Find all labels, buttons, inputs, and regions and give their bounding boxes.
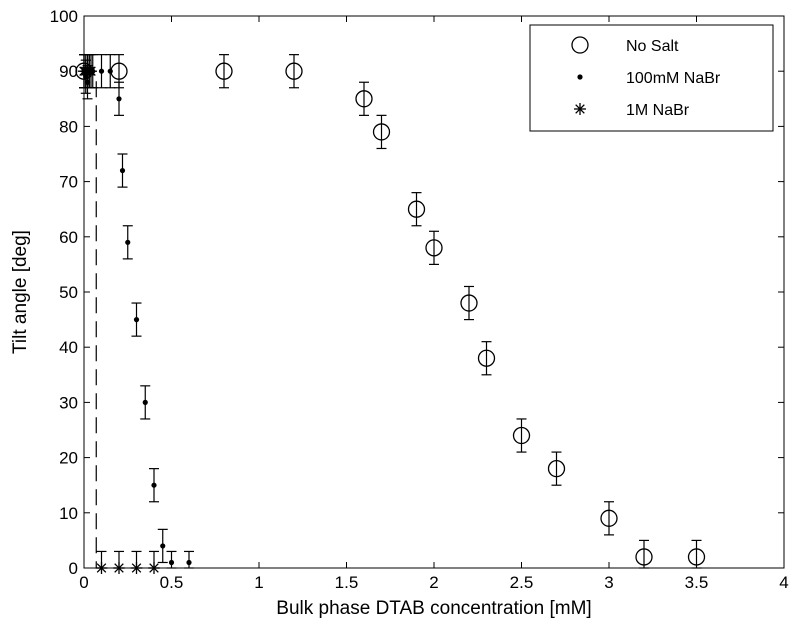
data-point xyxy=(186,559,192,566)
data-point xyxy=(133,317,140,323)
x-tick-label: 2.5 xyxy=(510,573,534,592)
legend-marker xyxy=(571,36,589,54)
data-point xyxy=(285,62,303,80)
legend: No Salt 100mM NaBr 1M NaBr xyxy=(529,24,774,132)
data-point xyxy=(372,123,391,141)
data-point xyxy=(119,167,126,174)
x-axis-label: Bulk phase DTAB concentration [mM] xyxy=(276,598,591,619)
data-point xyxy=(547,459,566,478)
data-point xyxy=(160,543,166,549)
legend-label: 100mM NaBr xyxy=(626,70,721,87)
data-point xyxy=(355,90,373,108)
x-tick-label: 1 xyxy=(254,573,263,592)
plot-area xyxy=(75,54,706,574)
x-tick-label: 1.5 xyxy=(335,573,359,592)
data-point xyxy=(635,548,653,566)
y-tick-label: 70 xyxy=(59,173,78,192)
x-tick-label: 3 xyxy=(604,573,613,592)
data-point xyxy=(512,426,531,445)
y-tick-label: 90 xyxy=(59,62,78,81)
y-tick-label: 20 xyxy=(59,449,78,468)
asterisk-stroke xyxy=(575,104,585,114)
legend-box xyxy=(529,24,774,132)
data-point xyxy=(142,399,148,405)
x-tick-label: 0 xyxy=(79,573,88,592)
data-point xyxy=(98,68,105,74)
x-tick-label: 3.5 xyxy=(685,573,709,592)
data-point xyxy=(107,68,113,74)
asterisk-stroke xyxy=(86,66,96,76)
y-tick-label: 60 xyxy=(59,228,78,247)
legend-marker xyxy=(574,103,586,115)
y-tick-label: 10 xyxy=(59,504,78,523)
data-point xyxy=(600,509,618,527)
legend-label: No Salt xyxy=(626,38,679,55)
y-tick-label: 0 xyxy=(69,559,78,578)
legend-label: 1M NaBr xyxy=(626,102,690,119)
y-tick-label: 30 xyxy=(59,393,78,412)
x-tick-label: 2 xyxy=(429,573,438,592)
x-tick-label: 4 xyxy=(779,573,788,592)
data-point xyxy=(477,349,496,367)
y-tick-label: 80 xyxy=(59,117,78,136)
y-tick-label: 40 xyxy=(59,338,78,357)
data-point xyxy=(125,239,131,245)
y-tick-label: 100 xyxy=(50,7,78,26)
data-point xyxy=(407,200,426,218)
data-point xyxy=(151,482,157,488)
data-point xyxy=(460,294,478,312)
legend-marker xyxy=(577,74,583,80)
data-point xyxy=(215,62,233,80)
y-tick-label: 50 xyxy=(59,283,78,302)
x-tick-label: 0.5 xyxy=(160,573,184,592)
data-point xyxy=(116,96,122,102)
data-point xyxy=(425,239,443,257)
y-axis-label: Tilt angle [deg] xyxy=(10,230,31,354)
